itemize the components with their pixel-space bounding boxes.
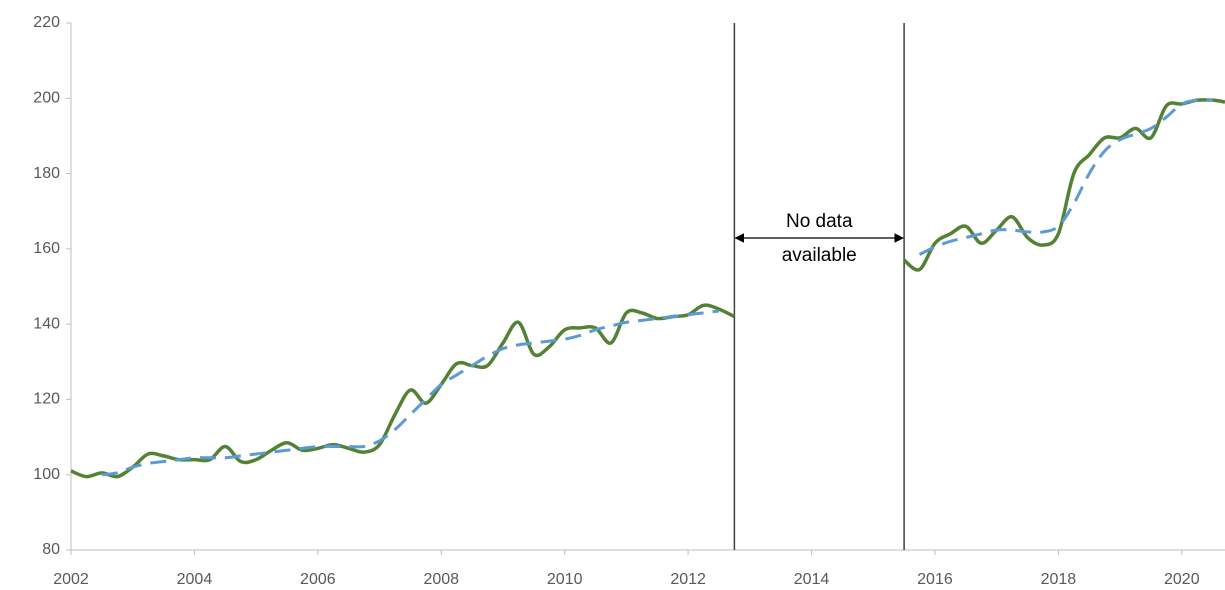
x-tick-label: 2020 xyxy=(1164,571,1200,588)
x-tick-label: 2004 xyxy=(177,571,213,588)
x-tick-label: 2014 xyxy=(794,571,830,588)
y-tick-label: 80 xyxy=(42,541,60,558)
series-line xyxy=(101,309,720,477)
y-tick-label: 160 xyxy=(33,240,60,257)
series-line xyxy=(918,98,1213,256)
y-tick-label: 200 xyxy=(33,90,60,107)
y-tick-label: 120 xyxy=(33,391,60,408)
y-tick-label: 140 xyxy=(33,315,60,332)
x-tick-label: 2002 xyxy=(53,571,89,588)
annotation-text: available xyxy=(782,245,857,266)
y-tick-label: 220 xyxy=(33,14,60,31)
x-tick-label: 2006 xyxy=(300,571,336,588)
y-tick-label: 180 xyxy=(33,165,60,182)
annotation-text: No data xyxy=(786,211,853,232)
x-tick-label: 2012 xyxy=(670,571,706,588)
series-line xyxy=(903,98,1225,272)
x-tick-label: 2018 xyxy=(1041,571,1077,588)
series-line xyxy=(70,303,736,479)
x-tick-label: 2016 xyxy=(917,571,953,588)
x-tick-label: 2008 xyxy=(423,571,459,588)
x-tick-label: 2010 xyxy=(547,571,583,588)
y-tick-label: 100 xyxy=(33,466,60,483)
